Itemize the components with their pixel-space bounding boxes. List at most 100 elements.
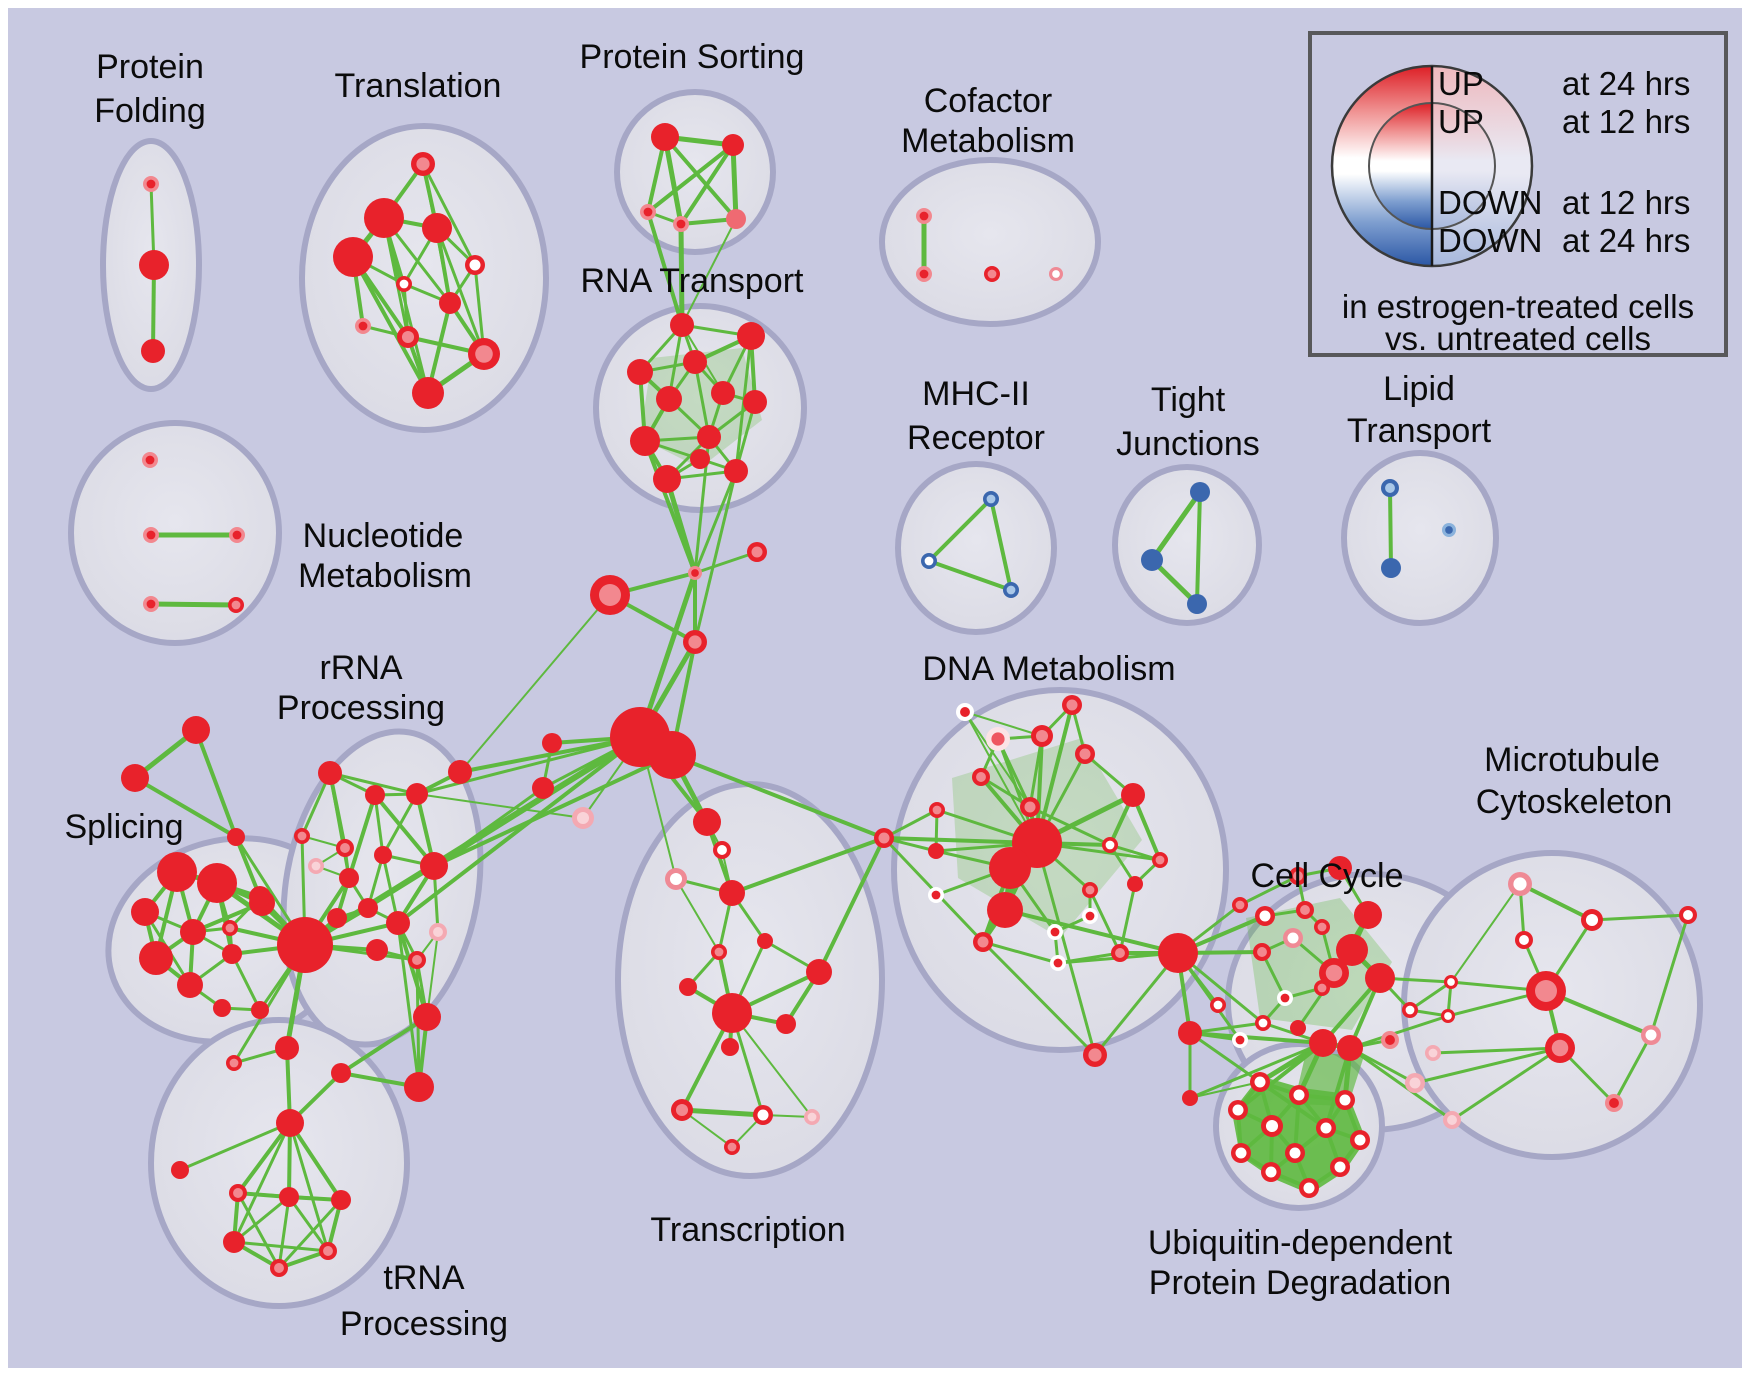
node-tj3 (1187, 594, 1207, 614)
edge-tr1-tr5 (421, 162, 477, 267)
node-tx4 (719, 880, 745, 906)
node-tx5 (757, 933, 773, 949)
node-sp2 (197, 863, 237, 903)
node-dm26 (1083, 1043, 1107, 1067)
edge-tn5-tn10 (232, 1121, 292, 1244)
node-sp8 (177, 972, 203, 998)
edge-ps5-rt1 (681, 218, 737, 326)
node-tr6 (396, 276, 412, 292)
legend-glyph-inner-left (1369, 103, 1432, 229)
edge-tr2-tr11 (382, 216, 430, 395)
node-dm9 (928, 843, 944, 859)
node-dm4 (972, 768, 990, 786)
node-cc10 (1255, 1015, 1271, 1031)
node-tn7 (229, 1184, 247, 1202)
node-c1 (688, 566, 702, 580)
node-lp2 (1442, 523, 1456, 537)
node-cc5 (1253, 943, 1271, 961)
node-sp7 (222, 944, 242, 964)
edge-dm1-dm6 (996, 737, 1032, 809)
edge-tx9-tx14 (731, 1012, 813, 1118)
cluster-label-rrna-processing-line0: rRNA (319, 649, 402, 687)
cluster-label-rna-transport-line0: RNA Transport (581, 262, 805, 300)
node-tx15 (724, 1139, 740, 1155)
node-ub7 (1350, 1130, 1370, 1150)
node-ub8 (1231, 1143, 1251, 1163)
node-pf3 (141, 339, 165, 363)
legend-time-label: at 24 hrs (1562, 65, 1690, 102)
node-dm1 (986, 727, 1010, 751)
cluster-ellipse-tight-junctions (1112, 464, 1262, 626)
node-rr11 (358, 898, 378, 918)
node-tn12 (270, 1259, 288, 1277)
cluster-label-dna-metabolism-line0: DNA Metabolism (922, 650, 1175, 688)
node-mt1 (1508, 872, 1532, 896)
node-dm20 (1047, 924, 1063, 940)
node-ub6 (1316, 1118, 1336, 1138)
cluster-label-lipid-transport-line1: Transport (1347, 412, 1492, 450)
cluster-label-cofactor-metabolism-line1: Metabolism (901, 122, 1075, 160)
node-cc14 (1289, 867, 1307, 885)
edge-ps2-ps3 (646, 143, 735, 214)
node-cf2 (916, 266, 932, 282)
cluster-label-rrna-processing-line1: Processing (277, 689, 445, 727)
node-dm17 (1082, 882, 1098, 898)
node-ub5 (1261, 1115, 1283, 1137)
node-c4 (683, 630, 707, 654)
node-rr12 (386, 911, 410, 935)
node-cf3 (984, 266, 1000, 282)
edge-dm26-dm16 (981, 940, 1097, 1057)
node-cf4 (1049, 267, 1063, 281)
edge-dm17-dm22 (1088, 888, 1122, 955)
legend-footer-line0: in estrogen-treated cells (1342, 288, 1694, 325)
edge-cc13-cc14 (1238, 874, 1300, 907)
node-dm22 (1111, 944, 1129, 962)
node-tx10 (776, 1014, 796, 1034)
edge-h2-rr8 (432, 753, 674, 868)
node-mt11 (1679, 906, 1697, 924)
node-mh2 (921, 553, 937, 569)
node-mt5 (1545, 1033, 1575, 1063)
edge-tn7-tn12 (236, 1191, 281, 1270)
legend-direction-label: UP (1438, 103, 1484, 140)
node-sp10 (213, 999, 231, 1017)
edge-dm6-dm12 (1028, 805, 1112, 847)
node-tb (121, 764, 149, 792)
edge-h5-rr3 (416, 793, 584, 819)
edge-mt5-mt9 (1431, 1046, 1562, 1055)
edge-rr12-rr20 (396, 921, 429, 1019)
cluster-label-microtubule-cytoskeleton-line1: Cytoskeleton (1476, 783, 1673, 821)
node-rt8 (630, 426, 660, 456)
node-mt6 (1641, 1025, 1661, 1045)
node-tn9 (331, 1190, 351, 1210)
node-tc (227, 828, 245, 846)
edge-tn8-tn11 (287, 1195, 330, 1253)
cluster-label-translation-line0: Translation (335, 67, 502, 105)
cluster-label-cofactor-metabolism-line0: Cofactor (924, 82, 1053, 120)
edge-dm23-dm6 (964, 711, 1031, 808)
edge-mh1-mh2 (927, 497, 993, 563)
edge-ps1-ps5 (663, 135, 738, 221)
cluster-label-trna-processing-line0: tRNA (383, 1259, 465, 1297)
node-dm2 (1031, 725, 1053, 747)
edge-tn9-tn12 (277, 1198, 343, 1270)
edge-dm14-ccl (1003, 908, 1180, 955)
node-tj2 (1141, 549, 1163, 571)
edge-rr2-rr6 (347, 793, 377, 880)
node-sp3 (131, 898, 159, 926)
node-cc23 (1443, 1111, 1461, 1129)
edge-mt6-mt11 (1649, 913, 1690, 1037)
node-cc18 (1232, 1032, 1248, 1048)
edge-mt1-mt7 (1450, 883, 1521, 983)
node-rr13 (277, 917, 333, 973)
node-rt4 (683, 350, 707, 374)
edge-tr3-tr10 (435, 226, 486, 356)
node-tx6 (711, 944, 727, 960)
node-mt7 (1444, 975, 1458, 989)
edge-tn5-tn11 (288, 1121, 330, 1253)
node-tr5 (465, 255, 485, 275)
edge-rr2-rr7 (373, 793, 385, 857)
node-rr7 (374, 846, 392, 864)
edge-dm10-dm26 (1035, 841, 1097, 1057)
